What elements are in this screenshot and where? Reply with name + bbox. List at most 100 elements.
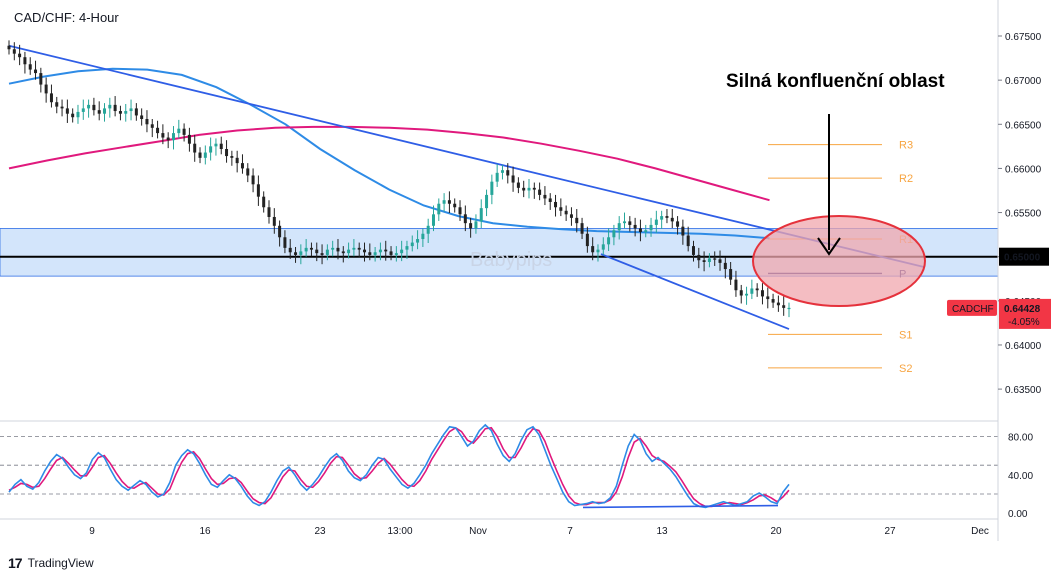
candle-body	[171, 133, 175, 141]
candle-body	[156, 127, 160, 134]
candle-body	[405, 246, 409, 250]
price-tick-label: 0.64000	[1005, 341, 1042, 352]
price-tick-label: 0.66500	[1005, 120, 1042, 131]
candle-body	[81, 108, 85, 112]
last-change-text: -4.05%	[1008, 317, 1040, 328]
confluence-circle	[752, 215, 926, 307]
candle-body	[426, 225, 430, 234]
candle-body	[209, 146, 213, 153]
candle-body	[617, 223, 621, 231]
last-price-text: 0.64428	[1004, 304, 1041, 315]
candle-body	[124, 111, 128, 114]
candle-body	[612, 230, 616, 238]
candle-body	[575, 217, 579, 224]
candle-body	[352, 247, 356, 250]
candle-body	[681, 226, 685, 236]
candle-body	[28, 64, 32, 70]
candle-body	[755, 288, 759, 291]
candle-body	[750, 288, 754, 294]
candle-body	[607, 237, 611, 245]
last-price-tag	[999, 298, 1051, 329]
chart-title: CAD/CHF: 4-Hour	[14, 10, 119, 25]
candle-body	[347, 249, 351, 254]
candle-body	[442, 200, 446, 204]
candle-body	[580, 223, 584, 234]
candle-body	[373, 252, 377, 255]
candle-body	[713, 258, 717, 260]
candle-body	[7, 45, 11, 50]
candle-body	[707, 258, 711, 262]
candle-body	[495, 172, 499, 182]
candle-body	[591, 246, 595, 253]
tradingview-logo-icon: 17	[8, 555, 23, 571]
candle-body	[527, 187, 531, 191]
candle-body	[400, 249, 404, 254]
candle-body	[161, 133, 165, 138]
candle-body	[479, 208, 483, 222]
time-tick-label: 13:00	[387, 526, 412, 537]
candle-body	[378, 249, 382, 253]
candle-body	[463, 214, 467, 224]
price-tick-label: 0.63500	[1005, 385, 1042, 396]
candle-body	[214, 143, 218, 147]
candle-body	[739, 290, 743, 296]
candle-body	[240, 163, 244, 169]
candle-body	[219, 143, 223, 150]
candle-body	[564, 210, 568, 215]
candle-body	[766, 296, 770, 300]
annotation-text: Silná konfluenční oblast	[726, 71, 945, 92]
candle-body	[416, 239, 420, 243]
candle-body	[538, 189, 542, 195]
candle-body	[702, 260, 706, 262]
candle-body	[320, 253, 324, 255]
candle-body	[718, 259, 722, 263]
candle-body	[92, 104, 96, 111]
candle-body	[272, 216, 276, 226]
candle-body	[23, 57, 27, 65]
candle-body	[65, 108, 69, 114]
candle-body	[60, 106, 64, 109]
candle-body	[39, 73, 43, 85]
candle-body	[660, 216, 664, 220]
symbol-tag-text: CADCHF	[952, 304, 994, 315]
symbol-tag	[947, 299, 997, 316]
candle-body	[410, 242, 414, 247]
candle-body	[283, 237, 287, 248]
candle-body	[230, 156, 234, 158]
candle-body	[44, 84, 48, 94]
candle-body	[166, 137, 170, 141]
candle-body	[341, 251, 345, 254]
time-tick-label: 20	[770, 526, 782, 537]
candle-body	[357, 247, 361, 250]
osc-tick-label: 40.00	[1008, 471, 1033, 482]
candle-body	[691, 246, 695, 255]
candle-body	[246, 168, 250, 176]
upper-trendline	[8, 44, 926, 269]
candle-body	[585, 233, 589, 247]
footer-brand: TradingView	[27, 556, 94, 570]
time-tick-label: 27	[884, 526, 896, 537]
candle-body	[596, 249, 600, 253]
candle-body	[623, 221, 627, 224]
candle-body	[723, 262, 727, 270]
osc-tick-label: 0.00	[1008, 509, 1028, 520]
time-tick-label: Nov	[469, 526, 487, 537]
candle-body	[554, 201, 558, 208]
osc-support-line	[582, 504, 779, 509]
candle-body	[150, 124, 154, 128]
candle-body	[129, 108, 133, 112]
candle-body	[278, 225, 282, 238]
candle-body	[118, 111, 122, 114]
candle-body	[299, 251, 303, 255]
candle-body	[506, 170, 510, 176]
candle-body	[638, 228, 642, 232]
candle-body	[474, 221, 478, 229]
candle-body	[782, 305, 786, 308]
candle-body	[288, 247, 292, 253]
pivot-label-s2: S2	[899, 363, 912, 375]
candle-body	[331, 247, 335, 250]
candle-body	[108, 104, 112, 109]
candle-body	[145, 118, 149, 125]
candle-body	[267, 207, 271, 217]
